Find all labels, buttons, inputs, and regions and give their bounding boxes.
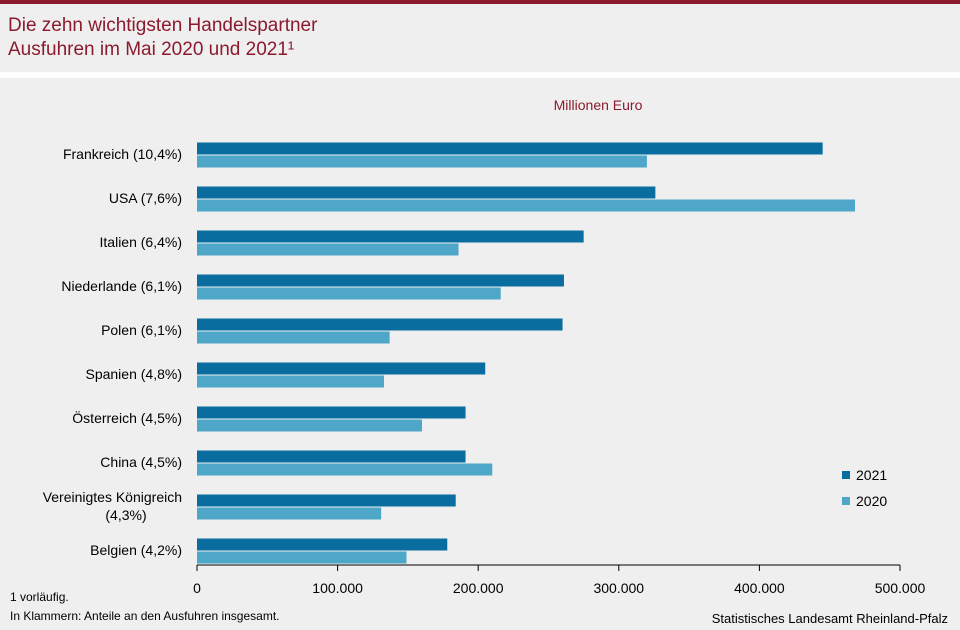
category-label: Österreich (4,5%) [72, 409, 182, 426]
bar-2020 [197, 243, 459, 256]
category-label: Vereinigtes Königreich [43, 489, 182, 505]
legend-label-2020: 2020 [856, 493, 887, 509]
bar-2020 [197, 155, 647, 168]
legend-swatch-2021 [842, 471, 850, 479]
x-tick-label: 0 [193, 580, 201, 596]
bar-2021 [197, 274, 564, 287]
bar-2020 [197, 375, 384, 388]
category-label: USA (7,6%) [109, 190, 182, 206]
bar-2021 [197, 318, 563, 331]
legend-swatch-2020 [842, 497, 850, 505]
bar-2020 [197, 419, 422, 432]
bar-2021 [197, 538, 448, 551]
title-line-1: Die zehn wichtigsten Handelspartner [8, 15, 318, 36]
bar-2020 [197, 287, 501, 300]
category-label: Niederlande (6,1%) [61, 278, 182, 294]
footnotes: 1 vorläufig. In Klammern: Anteile an den… [10, 588, 280, 626]
category-label: Spanien (4,8%) [85, 366, 182, 382]
footnote-preliminary: 1 vorläufig. [10, 590, 69, 604]
legend-label-2021: 2021 [856, 467, 887, 483]
category-label: Frankreich (10,4%) [63, 146, 182, 162]
bar-2020 [197, 331, 390, 344]
category-label: Italien (6,4%) [100, 234, 182, 250]
category-label: (4,3%) [105, 507, 146, 523]
bar-2021 [197, 494, 456, 507]
header-divider [0, 72, 960, 78]
x-tick-label: 200.000 [453, 580, 504, 596]
bar-2020 [197, 507, 382, 520]
bar-2021 [197, 362, 486, 375]
x-tick-label: 100.000 [312, 580, 363, 596]
category-label: Polen (6,1%) [101, 322, 182, 338]
chart-title: Die zehn wichtigsten Handelspartner Ausf… [8, 14, 317, 62]
bar-2021 [197, 186, 656, 199]
bar-2021 [197, 142, 823, 155]
x-tick-label: 400.000 [734, 580, 785, 596]
bar-2021 [197, 230, 584, 243]
x-tick-label: 300.000 [593, 580, 644, 596]
bar-2021 [197, 406, 466, 419]
unit-label: Millionen Euro [554, 97, 643, 113]
bar-2021 [197, 450, 466, 463]
category-label: Belgien (4,2%) [90, 542, 182, 558]
category-label: China (4,5%) [100, 454, 182, 470]
title-line-2: Ausfuhren im Mai 2020 und 2021¹ [8, 39, 295, 60]
bar-2020 [197, 199, 856, 212]
source-label: Statistisches Landesamt Rheinland-Pfalz [711, 611, 948, 626]
bar-2020 [197, 551, 407, 564]
footnote-shares: In Klammern: Anteile an den Ausfuhren in… [10, 609, 280, 623]
top-rule [0, 0, 960, 4]
x-tick-label: 500.000 [875, 580, 926, 596]
bar-2020 [197, 463, 493, 476]
